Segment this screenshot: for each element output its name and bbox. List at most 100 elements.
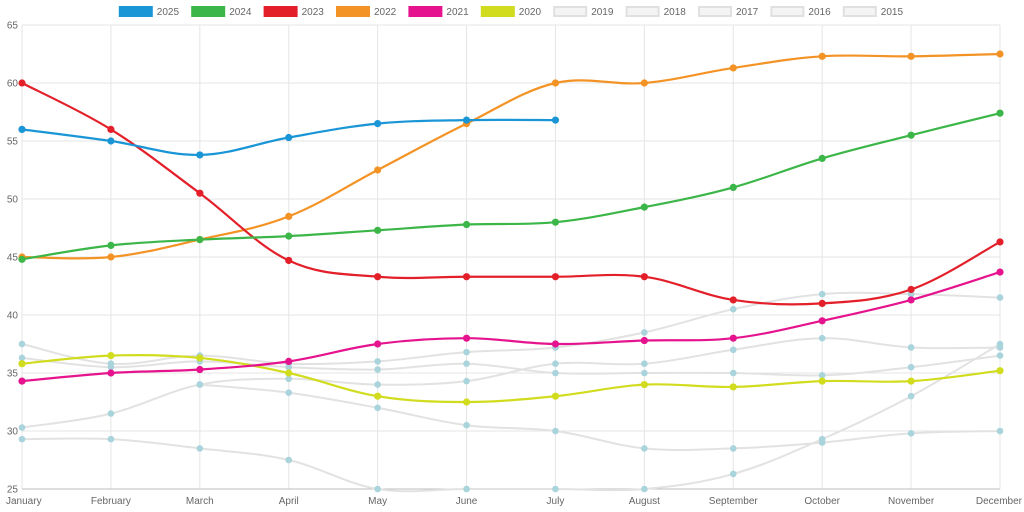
data-point-2016[interactable] bbox=[463, 485, 470, 493]
data-point-2020[interactable] bbox=[196, 354, 204, 362]
data-point-2023[interactable] bbox=[374, 273, 382, 281]
legend-item-2020[interactable]: 2020 bbox=[480, 6, 542, 18]
data-point-2024[interactable] bbox=[551, 218, 560, 226]
data-point-2024[interactable] bbox=[196, 236, 204, 244]
data-point-2019[interactable] bbox=[641, 329, 648, 336]
data-point-2017[interactable] bbox=[18, 424, 26, 431]
data-point-2017[interactable] bbox=[285, 375, 293, 383]
data-point-2021[interactable] bbox=[107, 369, 115, 377]
data-point-2020[interactable] bbox=[285, 369, 293, 377]
data-point-2015[interactable] bbox=[463, 421, 470, 429]
data-point-2016[interactable] bbox=[107, 435, 115, 443]
legend-item-2025[interactable]: 2025 bbox=[118, 6, 180, 18]
data-point-2017[interactable] bbox=[374, 381, 381, 388]
data-point-2023[interactable] bbox=[818, 299, 826, 307]
data-point-2024[interactable] bbox=[285, 232, 293, 240]
data-point-2020[interactable] bbox=[640, 381, 648, 389]
data-point-2021[interactable] bbox=[996, 268, 1004, 276]
data-point-2019[interactable] bbox=[374, 358, 381, 365]
data-point-2022[interactable] bbox=[640, 79, 648, 87]
data-point-2024[interactable] bbox=[107, 241, 115, 249]
data-point-2022[interactable] bbox=[551, 79, 560, 87]
data-point-2017[interactable] bbox=[552, 360, 559, 368]
data-point-2016[interactable] bbox=[729, 470, 737, 478]
data-point-2023[interactable] bbox=[551, 273, 560, 281]
data-point-2022[interactable] bbox=[107, 253, 115, 261]
data-point-2015[interactable] bbox=[641, 445, 648, 452]
data-point-2019[interactable] bbox=[107, 360, 115, 368]
data-point-2018[interactable] bbox=[18, 354, 26, 362]
data-point-2021[interactable] bbox=[551, 340, 560, 348]
legend-item-2016[interactable]: 2016 bbox=[770, 6, 831, 18]
data-point-2021[interactable] bbox=[640, 336, 648, 345]
data-point-2015[interactable] bbox=[285, 389, 293, 397]
data-point-2025[interactable] bbox=[462, 116, 471, 124]
data-point-2023[interactable] bbox=[907, 285, 915, 294]
data-point-2020[interactable] bbox=[907, 377, 915, 385]
data-point-2020[interactable] bbox=[996, 367, 1004, 375]
data-point-2022[interactable] bbox=[907, 52, 915, 60]
data-point-2021[interactable] bbox=[285, 357, 293, 365]
data-point-2025[interactable] bbox=[285, 133, 293, 142]
data-point-2022[interactable] bbox=[818, 52, 826, 60]
data-point-2017[interactable] bbox=[729, 346, 737, 354]
data-point-2024[interactable] bbox=[729, 183, 737, 191]
data-point-2018[interactable] bbox=[641, 369, 648, 377]
data-point-2025[interactable] bbox=[18, 125, 26, 133]
data-point-2016[interactable] bbox=[818, 435, 826, 443]
data-point-2017[interactable] bbox=[641, 360, 648, 368]
data-point-2017[interactable] bbox=[818, 334, 826, 342]
data-point-2020[interactable] bbox=[18, 360, 26, 368]
legend-item-2019[interactable]: 2019 bbox=[553, 6, 614, 18]
data-point-2015[interactable] bbox=[729, 445, 737, 452]
data-point-2018[interactable] bbox=[907, 363, 915, 371]
data-point-2025[interactable] bbox=[107, 137, 115, 145]
data-point-2015[interactable] bbox=[374, 404, 381, 412]
data-point-2017[interactable] bbox=[196, 381, 204, 388]
data-point-2018[interactable] bbox=[818, 372, 826, 379]
data-point-2024[interactable] bbox=[640, 203, 648, 211]
data-point-2021[interactable] bbox=[729, 334, 737, 342]
data-point-2015[interactable] bbox=[996, 427, 1004, 435]
data-point-2018[interactable] bbox=[463, 360, 470, 368]
data-point-2020[interactable] bbox=[729, 383, 737, 391]
data-point-2017[interactable] bbox=[107, 410, 115, 417]
data-point-2020[interactable] bbox=[107, 352, 115, 360]
legend-item-2018[interactable]: 2018 bbox=[625, 6, 687, 18]
data-point-2024[interactable] bbox=[818, 154, 826, 162]
data-point-2025[interactable] bbox=[551, 116, 560, 124]
data-point-2023[interactable] bbox=[107, 125, 115, 133]
data-point-2024[interactable] bbox=[18, 255, 26, 263]
legend-item-2023[interactable]: 2023 bbox=[263, 6, 325, 18]
data-point-2021[interactable] bbox=[462, 334, 471, 342]
data-point-2015[interactable] bbox=[552, 427, 559, 435]
data-point-2023[interactable] bbox=[640, 273, 648, 281]
data-point-2021[interactable] bbox=[818, 317, 826, 325]
data-point-2018[interactable] bbox=[996, 352, 1004, 359]
data-point-2022[interactable] bbox=[374, 166, 382, 174]
data-point-2024[interactable] bbox=[996, 109, 1004, 117]
data-point-2016[interactable] bbox=[374, 485, 381, 493]
data-point-2022[interactable] bbox=[285, 212, 293, 220]
data-point-2018[interactable] bbox=[374, 366, 381, 373]
data-point-2021[interactable] bbox=[907, 296, 915, 304]
data-point-2023[interactable] bbox=[285, 256, 293, 265]
data-point-2021[interactable] bbox=[196, 365, 204, 374]
data-point-2021[interactable] bbox=[374, 340, 382, 348]
data-point-2017[interactable] bbox=[463, 377, 470, 385]
data-point-2016[interactable] bbox=[285, 456, 293, 464]
data-point-2020[interactable] bbox=[551, 392, 560, 400]
data-point-2016[interactable] bbox=[552, 485, 559, 493]
data-point-2024[interactable] bbox=[907, 131, 915, 139]
data-point-2020[interactable] bbox=[818, 377, 826, 385]
data-point-2024[interactable] bbox=[374, 226, 382, 234]
data-point-2016[interactable] bbox=[18, 435, 26, 443]
data-point-2016[interactable] bbox=[641, 485, 648, 493]
legend-item-2022[interactable]: 2022 bbox=[336, 6, 397, 18]
data-point-2017[interactable] bbox=[907, 344, 915, 351]
data-point-2019[interactable] bbox=[463, 348, 470, 356]
legend-item-2024[interactable]: 2024 bbox=[191, 6, 252, 18]
data-point-2023[interactable] bbox=[18, 79, 26, 87]
data-point-2025[interactable] bbox=[196, 151, 204, 159]
data-point-2022[interactable] bbox=[729, 64, 737, 72]
